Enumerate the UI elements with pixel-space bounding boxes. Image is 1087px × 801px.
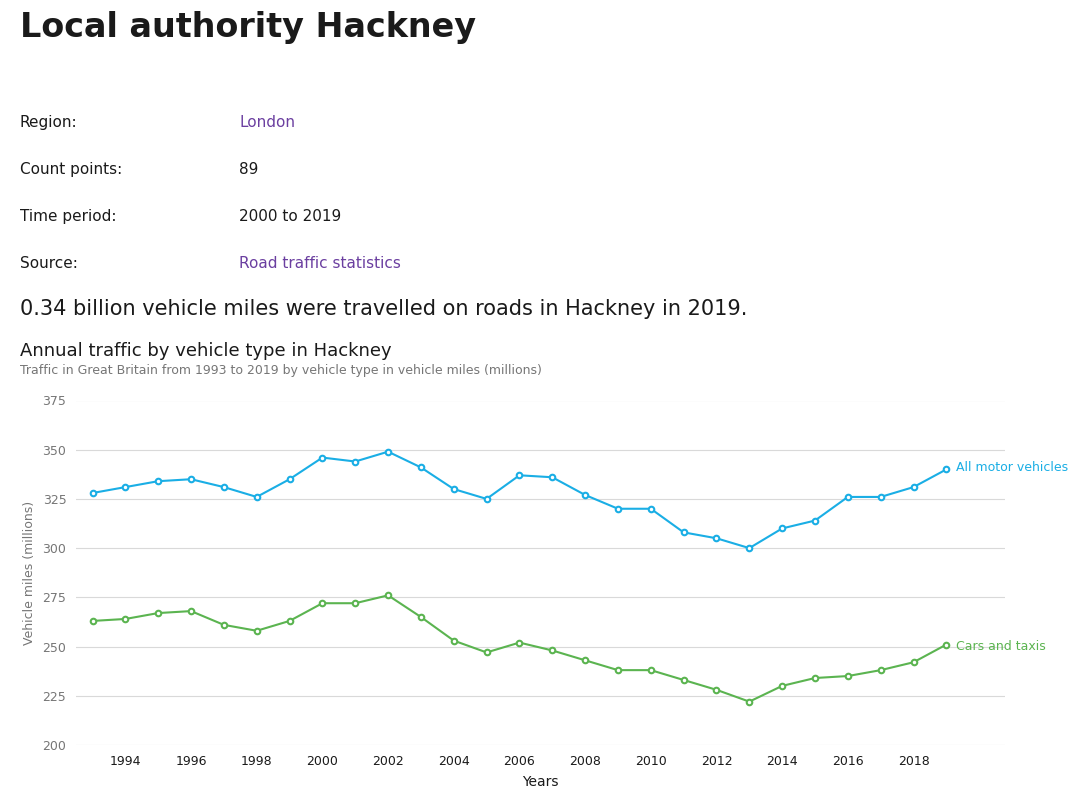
Text: 2000 to 2019: 2000 to 2019 bbox=[239, 209, 341, 224]
Text: London: London bbox=[239, 115, 296, 131]
Text: Source:: Source: bbox=[20, 256, 77, 271]
Text: All motor vehicles: All motor vehicles bbox=[957, 461, 1069, 474]
Text: 89: 89 bbox=[239, 162, 259, 177]
Text: 0.34 billion vehicle miles were travelled on roads in Hackney in 2019.: 0.34 billion vehicle miles were travelle… bbox=[20, 299, 747, 319]
Text: Cars and taxis: Cars and taxis bbox=[957, 640, 1046, 653]
Y-axis label: Vehicle miles (millions): Vehicle miles (millions) bbox=[23, 501, 36, 645]
X-axis label: Years: Years bbox=[523, 775, 559, 789]
Text: Local authority Hackney: Local authority Hackney bbox=[20, 10, 476, 44]
Text: Time period:: Time period: bbox=[20, 209, 116, 224]
Text: Annual traffic by vehicle type in Hackney: Annual traffic by vehicle type in Hackne… bbox=[20, 343, 391, 360]
Text: Road traffic statistics: Road traffic statistics bbox=[239, 256, 401, 271]
Text: Region:: Region: bbox=[20, 115, 77, 131]
Text: Count points:: Count points: bbox=[20, 162, 122, 177]
Text: Traffic in Great Britain from 1993 to 2019 by vehicle type in vehicle miles (mil: Traffic in Great Britain from 1993 to 20… bbox=[20, 364, 541, 377]
